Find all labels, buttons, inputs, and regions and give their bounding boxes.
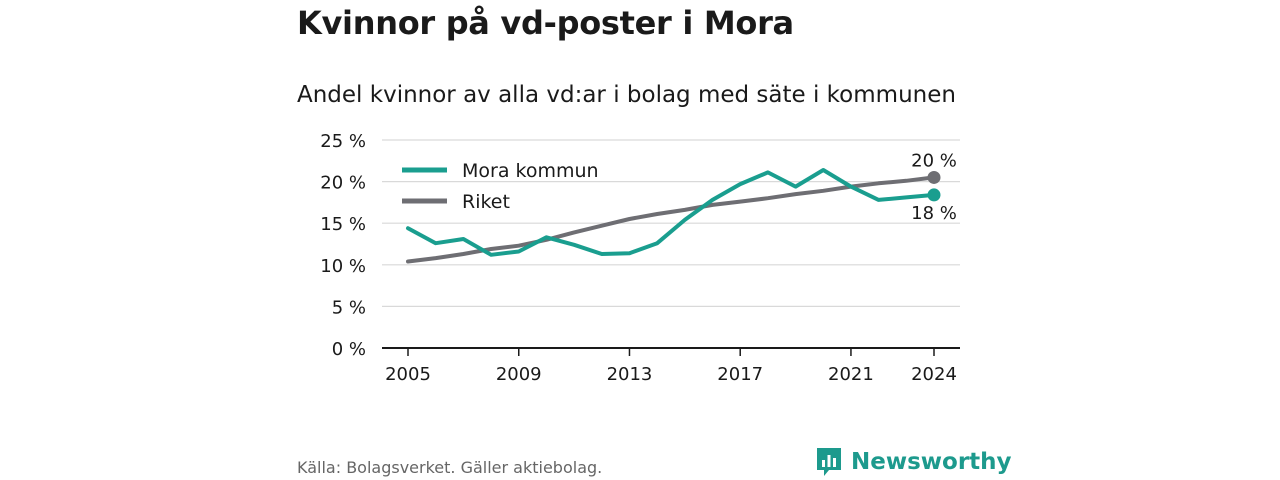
page-title: Kvinnor på vd-poster i Mora	[297, 4, 794, 42]
legend-label: Mora kommun	[462, 160, 599, 182]
x-tick-label: 2005	[385, 364, 431, 385]
y-tick-label: 10 %	[320, 256, 366, 277]
brand-logo[interactable]: Newsworthy	[815, 446, 1012, 478]
y-tick-label: 0 %	[332, 339, 366, 360]
legend-label: Riket	[462, 191, 510, 213]
y-tick-label: 20 %	[320, 173, 366, 194]
source-note: Källa: Bolagsverket. Gäller aktiebolag.	[297, 458, 603, 477]
x-tick-label: 2017	[717, 364, 763, 385]
x-tick-label: 2013	[607, 364, 653, 385]
series-line-riket	[406, 175, 936, 264]
series-line-mora	[406, 168, 936, 257]
y-tick-label: 5 %	[332, 297, 366, 318]
end-point-riket	[927, 170, 941, 184]
end-label-riket: 20 %	[911, 150, 957, 171]
y-tick-label: 25 %	[320, 131, 366, 152]
x-tick-label: 2009	[496, 364, 542, 385]
end-point-mora	[927, 188, 941, 202]
x-tick-label: 2021	[828, 364, 874, 385]
x-tick-label: 2024	[911, 364, 957, 385]
y-tick-label: 15 %	[320, 214, 366, 235]
brand-name: Newsworthy	[851, 449, 1012, 475]
end-label-mora: 18 %	[911, 203, 957, 224]
bar-chart-speech-bubble-icon	[817, 448, 841, 476]
chart-subtitle: Andel kvinnor av alla vd:ar i bolag med …	[297, 82, 956, 108]
